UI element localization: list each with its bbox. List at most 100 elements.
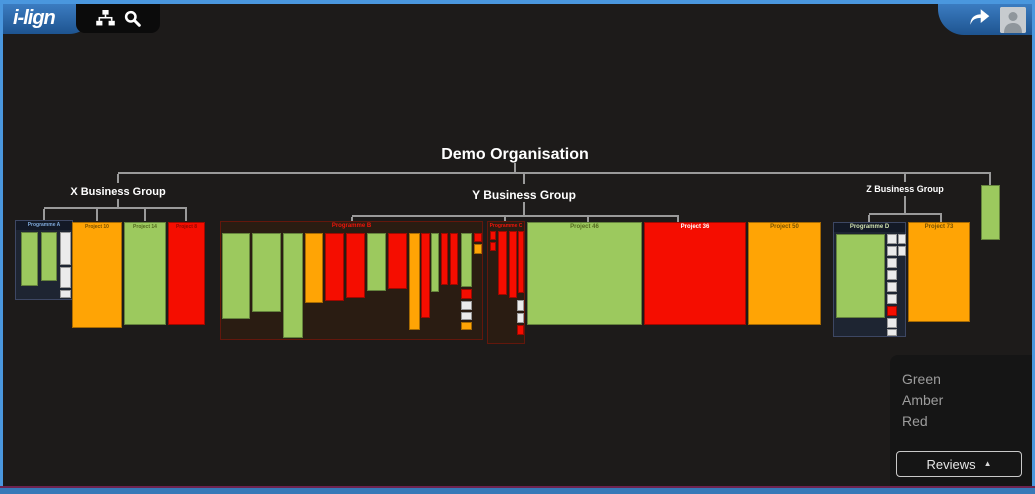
- status-bar[interactable]: [450, 233, 458, 285]
- status-bar[interactable]: [498, 231, 507, 295]
- reviews-button[interactable]: Reviews ▲: [896, 451, 1022, 477]
- status-bar[interactable]: [305, 233, 323, 303]
- status-bar[interactable]: [283, 233, 303, 338]
- connector-line: [117, 199, 119, 207]
- connector-line: [504, 217, 506, 222]
- status-box[interactable]: [60, 232, 71, 265]
- status-box[interactable]: [517, 300, 524, 311]
- status-box[interactable]: [461, 289, 472, 299]
- node-label: Programme C: [489, 223, 523, 229]
- header-toolbar: [76, 4, 160, 33]
- status-box[interactable]: [474, 244, 482, 254]
- connector-line: [352, 215, 679, 217]
- legend-panel: Green Amber Red Reviews ▲: [890, 355, 1032, 486]
- connector-line: [118, 172, 991, 174]
- connector-line: [904, 174, 906, 182]
- connector-line: [989, 174, 991, 185]
- status-bar[interactable]: [421, 233, 430, 318]
- connector-line: [185, 209, 187, 221]
- connector-line: [96, 209, 98, 221]
- group-label-x[interactable]: X Business Group: [70, 186, 166, 198]
- project-box[interactable]: Project 50: [748, 222, 821, 325]
- status-box[interactable]: [21, 232, 38, 286]
- status-bar[interactable]: [509, 231, 517, 298]
- connector-line: [869, 213, 942, 215]
- legend-item-amber[interactable]: Amber: [902, 392, 944, 408]
- org-root-title[interactable]: Demo Organisation: [441, 146, 589, 163]
- status-box[interactable]: [887, 246, 897, 256]
- window-border-top: [0, 0, 1035, 4]
- status-box[interactable]: [60, 267, 71, 288]
- connector-line: [904, 196, 906, 213]
- chevron-up-icon: ▲: [983, 459, 992, 468]
- status-box[interactable]: [41, 232, 57, 281]
- status-box[interactable]: [474, 233, 482, 242]
- status-box[interactable]: [887, 258, 897, 268]
- node-label: Programme B: [331, 223, 372, 229]
- node-label: Project 73: [924, 224, 954, 230]
- status-box[interactable]: [887, 318, 897, 328]
- connector-line: [523, 174, 525, 184]
- status-bar[interactable]: [367, 233, 386, 291]
- status-box[interactable]: [517, 313, 524, 323]
- org-chart-icon[interactable]: [95, 10, 115, 27]
- connector-line: [587, 217, 589, 222]
- status-bar[interactable]: [431, 233, 439, 292]
- node-label: Project 10: [85, 224, 109, 230]
- avatar[interactable]: [1000, 6, 1026, 33]
- status-box[interactable]: [836, 234, 885, 318]
- status-box[interactable]: [887, 270, 897, 280]
- status-bar[interactable]: [325, 233, 344, 301]
- project-box[interactable]: [981, 185, 1000, 240]
- app-logo[interactable]: i-lign: [13, 7, 56, 29]
- connector-line: [677, 217, 679, 222]
- header-user-area: [938, 4, 1032, 35]
- status-box[interactable]: [517, 325, 524, 335]
- status-box[interactable]: [490, 242, 496, 251]
- node-label: Project 14: [133, 224, 157, 230]
- status-box[interactable]: [887, 294, 897, 304]
- status-bar[interactable]: [461, 233, 472, 287]
- connector-line: [514, 163, 516, 172]
- status-box[interactable]: [461, 312, 472, 320]
- status-bar[interactable]: [388, 233, 407, 289]
- connector-line: [523, 202, 525, 215]
- project-box[interactable]: Project 73: [908, 222, 970, 322]
- project-box[interactable]: Project 10: [72, 222, 122, 328]
- status-box[interactable]: [898, 246, 906, 256]
- status-box[interactable]: [60, 290, 71, 298]
- status-box[interactable]: [461, 322, 472, 330]
- project-box[interactable]: Project 36: [644, 222, 746, 325]
- window-border-left: [0, 0, 3, 494]
- share-icon[interactable]: [967, 8, 991, 31]
- status-box[interactable]: [887, 282, 897, 292]
- node-label: Project 8: [175, 224, 198, 230]
- connector-line: [117, 174, 119, 183]
- status-bar[interactable]: [346, 233, 365, 298]
- connector-line: [44, 207, 187, 209]
- status-box[interactable]: [887, 329, 897, 336]
- status-box[interactable]: [461, 301, 472, 310]
- status-bar[interactable]: [441, 233, 448, 285]
- status-box[interactable]: [898, 234, 906, 244]
- node-label: Programme A: [16, 221, 72, 230]
- project-box[interactable]: Project 46: [527, 222, 642, 325]
- connector-line: [351, 217, 353, 222]
- status-box[interactable]: [887, 306, 897, 316]
- status-bar[interactable]: [409, 233, 420, 330]
- status-box[interactable]: [887, 234, 897, 244]
- status-box[interactable]: [490, 231, 496, 240]
- project-box[interactable]: Project 14: [124, 222, 166, 325]
- project-box[interactable]: Project 8: [168, 222, 205, 325]
- status-bar[interactable]: [222, 233, 250, 319]
- reviews-button-label: Reviews: [926, 456, 976, 472]
- group-label-z[interactable]: Z Business Group: [866, 184, 944, 194]
- search-icon[interactable]: [124, 10, 141, 27]
- group-label-y[interactable]: Y Business Group: [472, 188, 576, 202]
- legend-item-green[interactable]: Green: [902, 371, 941, 387]
- status-bar[interactable]: [518, 231, 524, 293]
- legend-item-red[interactable]: Red: [902, 413, 928, 429]
- status-bar[interactable]: [252, 233, 281, 312]
